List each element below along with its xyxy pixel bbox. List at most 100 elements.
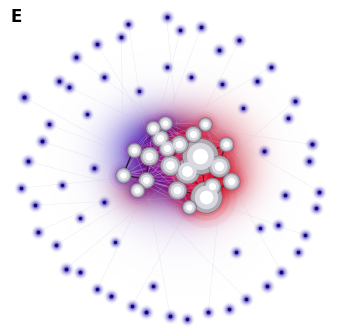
Point xyxy=(39,138,44,144)
Point xyxy=(282,192,287,198)
Point xyxy=(126,21,131,26)
Point xyxy=(53,243,58,248)
Point xyxy=(204,194,209,199)
Point xyxy=(101,75,107,80)
Point xyxy=(53,243,58,248)
Point xyxy=(164,65,169,70)
Point xyxy=(282,192,287,198)
Point xyxy=(146,154,152,159)
Point xyxy=(146,154,152,159)
Point xyxy=(282,192,287,198)
Point xyxy=(35,229,41,235)
Point xyxy=(63,266,69,271)
Point xyxy=(164,65,169,70)
Point xyxy=(112,239,117,245)
Point xyxy=(275,222,280,228)
Point xyxy=(25,159,31,164)
Point xyxy=(198,24,204,30)
Point xyxy=(209,184,214,189)
Point xyxy=(162,120,168,125)
Point xyxy=(216,48,221,53)
Point xyxy=(112,239,117,245)
Point xyxy=(186,204,192,209)
Point xyxy=(120,172,126,177)
Point xyxy=(186,204,192,209)
Point xyxy=(178,28,183,33)
Point xyxy=(240,105,246,110)
Point xyxy=(120,172,126,177)
Point xyxy=(264,283,270,288)
Point xyxy=(108,293,114,298)
Point xyxy=(244,296,249,302)
Point xyxy=(303,233,308,238)
Point xyxy=(185,317,190,322)
Point xyxy=(275,222,280,228)
Point xyxy=(216,164,221,169)
Point xyxy=(134,187,140,193)
Point xyxy=(244,296,249,302)
Point xyxy=(209,184,214,189)
Point xyxy=(310,142,315,147)
Point xyxy=(190,132,195,137)
Point xyxy=(257,226,263,231)
Point xyxy=(228,179,234,184)
Point xyxy=(313,206,319,211)
Point xyxy=(292,98,298,103)
Point xyxy=(134,187,140,193)
Point xyxy=(136,88,142,93)
Point xyxy=(261,149,266,154)
Point xyxy=(25,159,31,164)
Point xyxy=(63,266,69,271)
Point xyxy=(254,78,260,83)
Point xyxy=(176,142,181,147)
Point xyxy=(60,182,65,187)
Point xyxy=(119,34,124,40)
Point xyxy=(167,162,173,167)
Point xyxy=(18,185,24,191)
Point xyxy=(63,266,69,271)
Point xyxy=(186,204,192,209)
Point xyxy=(63,266,69,271)
Point xyxy=(94,41,100,46)
Point xyxy=(119,34,124,40)
Point xyxy=(60,182,65,187)
Point xyxy=(143,310,149,315)
Point xyxy=(190,132,195,137)
Point xyxy=(39,138,44,144)
Point xyxy=(185,169,190,174)
Point xyxy=(32,202,37,208)
Point xyxy=(63,266,69,271)
Point xyxy=(164,14,169,19)
Point xyxy=(164,65,169,70)
Point xyxy=(77,269,83,275)
Point xyxy=(264,283,270,288)
Point xyxy=(94,41,100,46)
Point xyxy=(35,229,41,235)
Point xyxy=(197,154,202,159)
Point xyxy=(219,81,225,87)
Point xyxy=(188,75,194,80)
Point xyxy=(310,142,315,147)
Point xyxy=(205,310,211,315)
Point xyxy=(285,115,291,120)
Point xyxy=(202,122,208,127)
Point xyxy=(134,187,140,193)
Point xyxy=(131,147,136,152)
Point xyxy=(108,293,114,298)
Point xyxy=(162,120,168,125)
Point xyxy=(275,222,280,228)
Point xyxy=(190,132,195,137)
Point xyxy=(310,142,315,147)
Point xyxy=(32,202,37,208)
Point xyxy=(164,14,169,19)
Point xyxy=(146,154,152,159)
Point xyxy=(296,249,301,255)
Point xyxy=(146,154,152,159)
Point xyxy=(303,233,308,238)
Point xyxy=(157,135,162,140)
Point xyxy=(108,293,114,298)
Point xyxy=(240,105,246,110)
Point xyxy=(56,78,62,83)
Point xyxy=(136,88,142,93)
Point xyxy=(204,194,209,199)
